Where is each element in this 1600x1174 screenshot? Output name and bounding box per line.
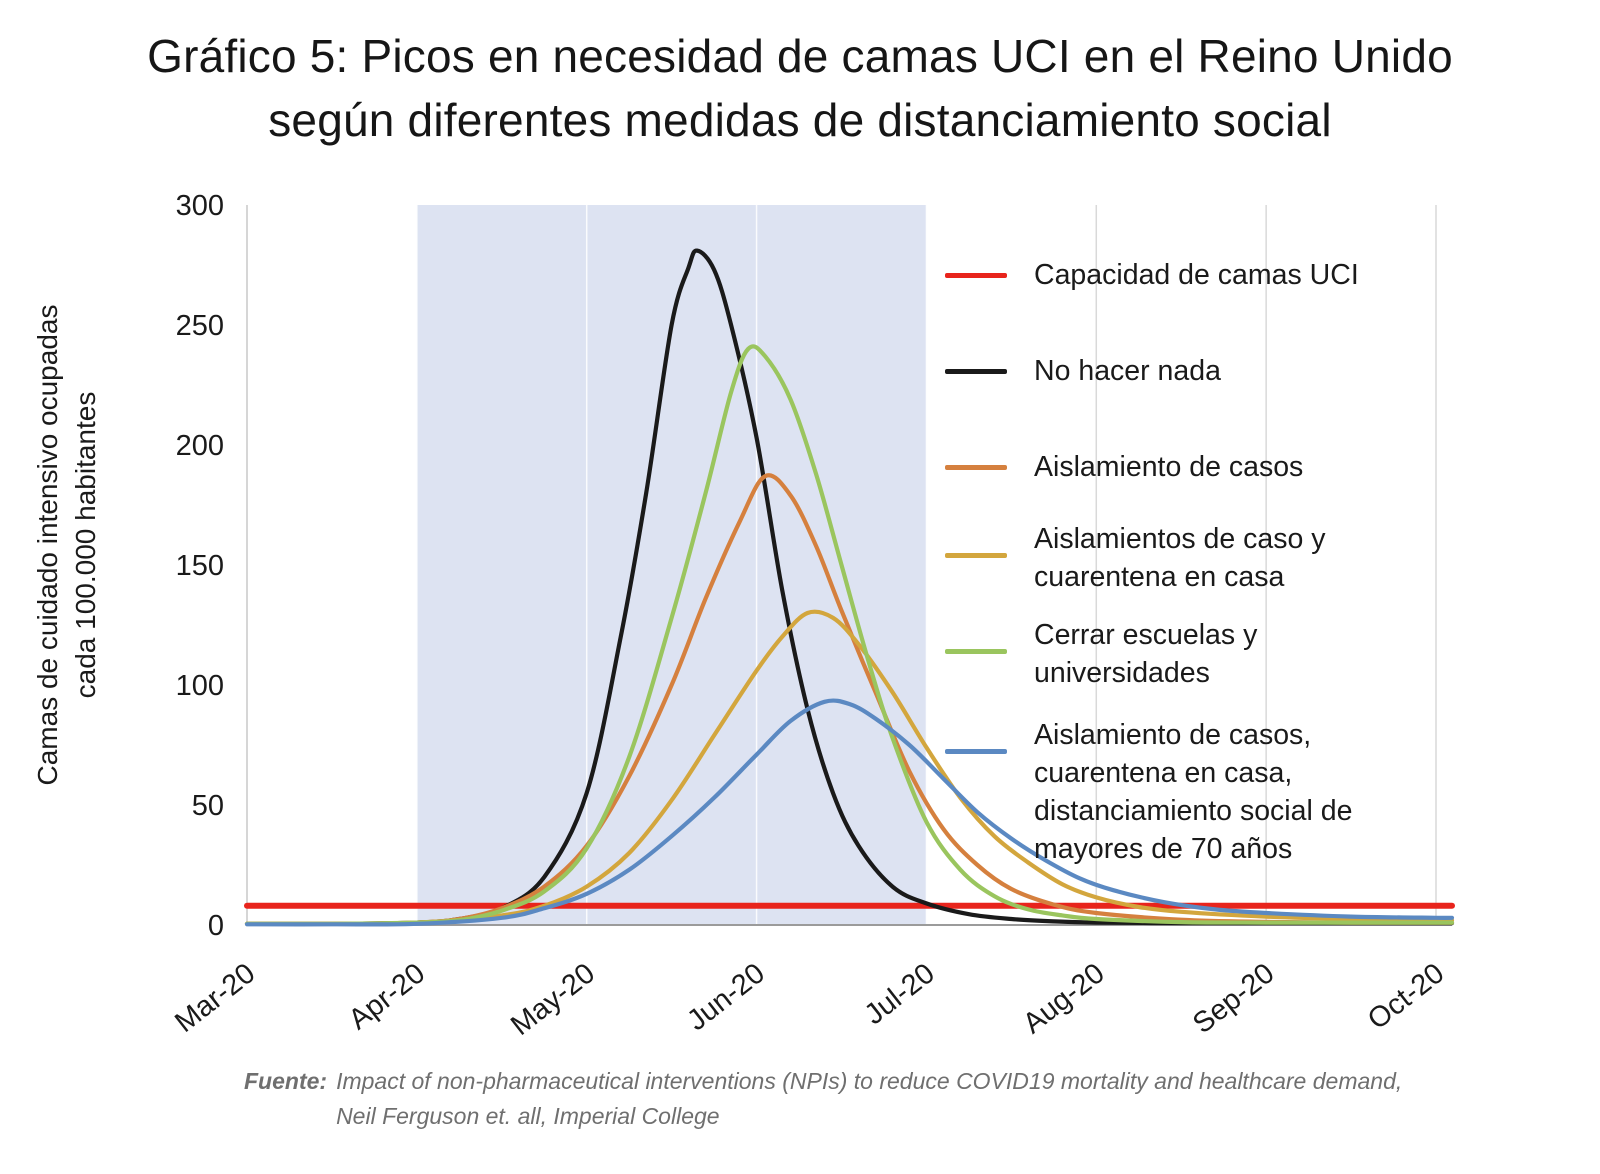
legend-label: Aislamiento de casos [1034, 451, 1304, 483]
chart-canvas: 0 50 100 150 200 250 300 Mar-20 Apr-20 May-20 Jun-… [169, 190, 1455, 1042]
x-tick-label: Oct-20 [1362, 957, 1450, 1036]
y-tick-label: 150 [176, 550, 224, 582]
x-tick-label: Sep-20 [1187, 957, 1280, 1040]
series-line-aislamiento-cuarentena-distanciamiento-70 [244, 698, 1455, 927]
legend-item: Aislamiento de casos, cuarentena en casa… [945, 716, 1450, 868]
legend-line-swatch-icon [945, 749, 1007, 754]
legend-item: Capacidad de camas UCI [945, 256, 1450, 294]
x-tick-label: May-20 [505, 957, 601, 1042]
x-tick-label: Apr-20 [343, 957, 431, 1036]
legend-label: No hacer nada [1034, 355, 1221, 387]
y-tick-label: 300 [176, 190, 224, 222]
x-tick-label: Jul-20 [859, 957, 941, 1031]
series-line-aislamiento-y-cuarentena [244, 609, 1455, 926]
legend-line-swatch-icon [945, 465, 1007, 470]
legend-label: Aislamiento de casos, cuarentena en casa… [1034, 719, 1353, 865]
legend-item: Aislamiento de casos [945, 448, 1450, 486]
x-tick-label: Mar-20 [169, 957, 261, 1039]
legend-label: Aislamientos de caso y cuarentena en cas… [1034, 523, 1326, 593]
source-label: Fuente: [244, 1068, 328, 1094]
legend-line-swatch-icon [945, 553, 1007, 558]
legend-item: No hacer nada [945, 352, 1450, 390]
y-tick-label: 200 [176, 430, 224, 462]
y-tick-label: 250 [176, 310, 224, 342]
y-tick-label: 50 [192, 790, 224, 822]
legend-item: Cerrar escuelas y universidades [945, 616, 1450, 692]
legend-line-swatch-icon [945, 369, 1007, 374]
source-text: Impact of non-pharmaceutical interventio… [336, 1068, 1403, 1129]
series-line-no-hacer-nada [244, 248, 1455, 926]
legend: Capacidad de camas UCI No hacer nada Aisla… [945, 256, 1450, 868]
legend-label: Cerrar escuelas y universidades [1034, 619, 1258, 689]
source-note: Fuente: Impact of non-pharmaceutical int… [244, 1064, 1444, 1133]
legend-line-swatch-icon [945, 649, 1007, 654]
legend-item: Aislamientos de caso y cuarentena en cas… [945, 520, 1450, 596]
series-line-cerrar-escuelas [244, 344, 1455, 926]
x-tick-label: Jun-20 [681, 957, 771, 1037]
y-tick-label: 0 [208, 910, 224, 942]
legend-line-swatch-icon [945, 273, 1007, 278]
series-line-aislamiento-de-casos [244, 473, 1455, 926]
y-tick-label: 100 [176, 670, 224, 702]
legend-label: Capacidad de camas UCI [1034, 259, 1359, 291]
chart-title: Gráfico 5: Picos en necesidad de camas U… [147, 30, 1453, 147]
x-tick-label: Aug-20 [1017, 957, 1110, 1040]
shaded-region [416, 205, 927, 925]
